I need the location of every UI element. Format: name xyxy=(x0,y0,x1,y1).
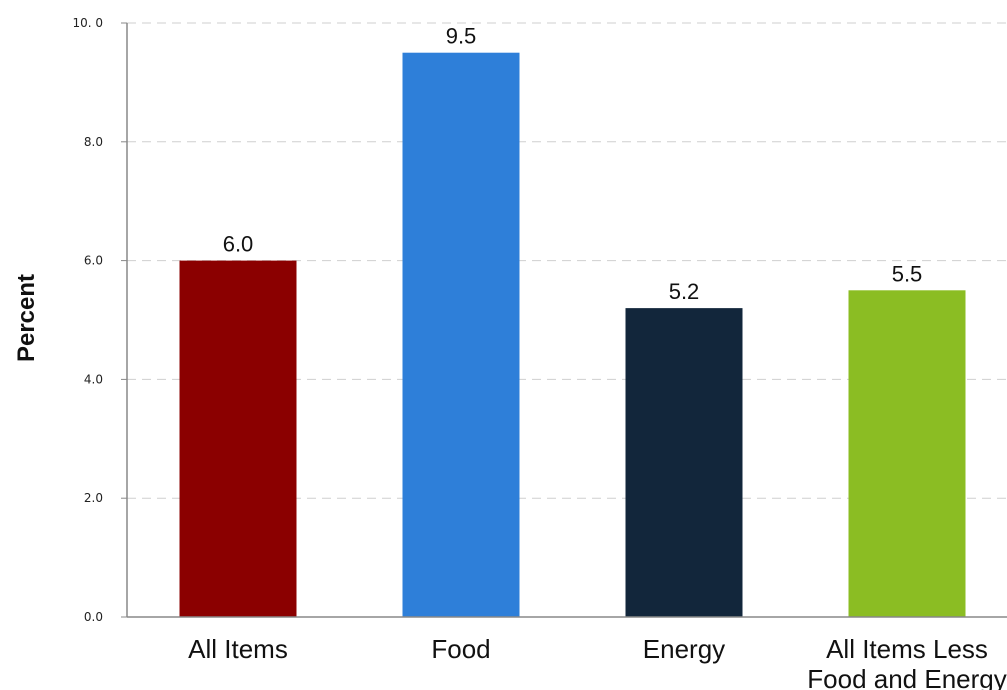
category-label: All Items Less Food and Energy xyxy=(807,634,1006,690)
gridlines xyxy=(127,22,1007,499)
category-label: All Items xyxy=(188,634,288,664)
value-label: 5.2 xyxy=(669,279,700,304)
y-tick-label: 6.0 xyxy=(84,254,103,268)
y-axis-label: Percent xyxy=(13,274,40,362)
value-label: 5.5 xyxy=(892,261,923,286)
category-label-line: Food and Energy xyxy=(807,664,1006,690)
category-label-line: All Items Less xyxy=(826,634,988,664)
category-label: Food xyxy=(431,634,490,664)
y-tick-label: 8.0 xyxy=(84,135,103,149)
y-tick-label: 4.0 xyxy=(84,372,103,386)
category-labels: All Items Food Energy All Items Less Food an… xyxy=(188,634,1007,690)
y-tick-label: 0.0 xyxy=(84,610,103,624)
value-label: 6.0 xyxy=(223,232,254,257)
y-tick-label: 2.0 xyxy=(84,491,103,505)
category-label: Energy xyxy=(643,634,725,664)
bar xyxy=(625,308,743,617)
category-label-line: Food xyxy=(431,634,490,664)
y-tick-label: 10. 0 xyxy=(72,16,103,30)
bar xyxy=(179,260,297,617)
bar xyxy=(402,52,520,617)
value-label: 9.5 xyxy=(446,24,477,49)
y-axis-ticks: 0.0 2.0 4.0 6.0 8.0 10. 0 xyxy=(72,16,127,624)
category-label-line: Energy xyxy=(643,634,725,664)
value-labels: 6.0 9.5 5.2 5.5 xyxy=(223,24,923,304)
category-label-line: All Items xyxy=(188,634,288,664)
bars xyxy=(179,52,966,617)
bar xyxy=(848,290,966,617)
